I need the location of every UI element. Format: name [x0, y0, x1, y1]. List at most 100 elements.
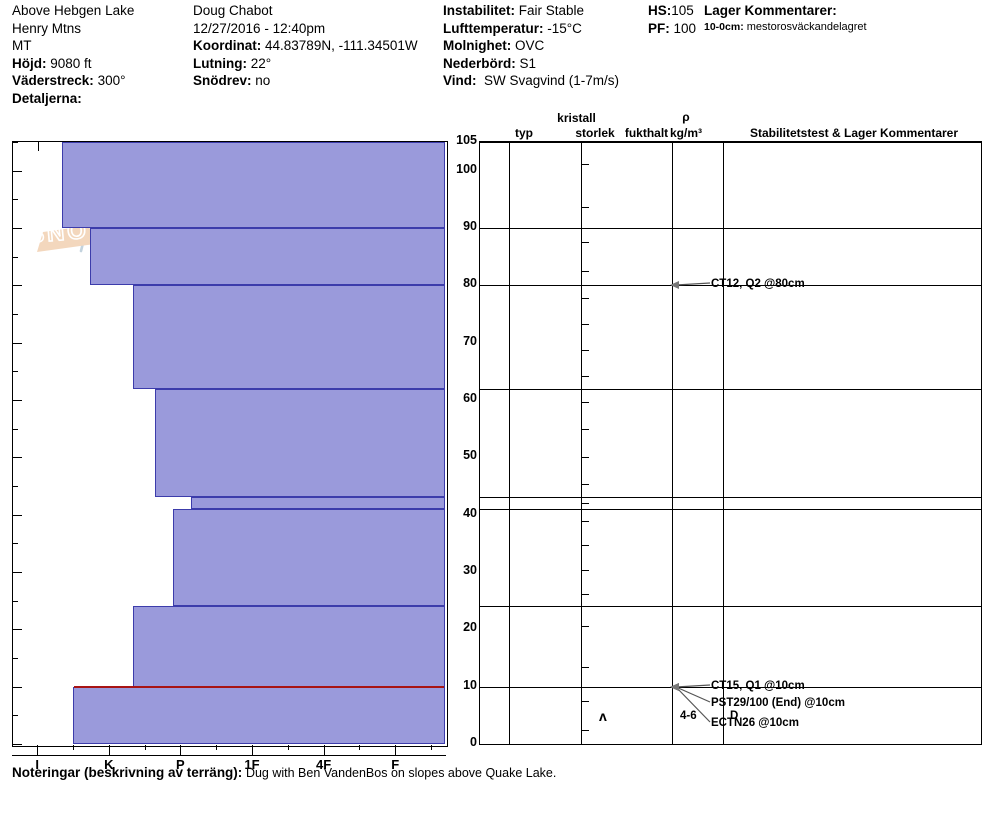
grain-marker-tick — [582, 521, 589, 523]
grain-marker-tick — [582, 503, 589, 505]
layer-boundary-line — [480, 508, 981, 510]
hs-value: 105 — [671, 3, 694, 18]
layer-bar[interactable] — [90, 228, 445, 286]
y-minor-tick — [13, 142, 18, 143]
header-row: Molnighet: OVC — [443, 37, 648, 55]
header-row: PF: 100 — [648, 20, 708, 38]
layer-boundary-line — [480, 388, 981, 390]
y-major-tick — [13, 342, 22, 344]
hardness-axis-baseline — [12, 755, 446, 756]
weak-layer-marker — [73, 685, 444, 688]
layer-boundary-line — [480, 285, 981, 287]
slope-value: 22° — [250, 55, 272, 71]
site-name: Above Hebgen Lake — [12, 3, 135, 18]
precipitation-label: Nederbörd: — [443, 55, 516, 71]
layer-bar[interactable] — [154, 388, 445, 498]
y-major-tick — [13, 457, 22, 459]
y-minor-tick — [13, 486, 18, 487]
header-row: Höjd: 9080 ft — [12, 55, 192, 73]
state-name: MT — [12, 38, 32, 54]
layer-boundary-line — [480, 686, 981, 688]
stability-test-label[interactable]: ECTN26 @10cm — [711, 716, 799, 729]
header-row: Väderstreck: 300° — [12, 72, 192, 90]
layer-bar[interactable] — [172, 508, 445, 607]
stability-test-pointer — [670, 682, 711, 723]
coordinate-value: 44.83789N, -111.34501W — [265, 38, 418, 54]
hardness-tick-label: K — [104, 757, 114, 772]
header-row: Instabilitet: Fair Stable — [443, 2, 648, 20]
instability-value: Fair Stable — [518, 3, 585, 18]
y-major-tick — [13, 228, 22, 229]
header-row: Lager Kommentarer: — [704, 2, 989, 20]
grain-marker-tick — [582, 163, 589, 165]
cloud-cover-label: Molnighet: — [443, 38, 512, 54]
instability-label: Instabilitet: — [443, 3, 516, 18]
x-major-tick — [38, 142, 40, 151]
stability-test-label[interactable]: CT12, Q2 @80cm — [711, 278, 805, 291]
grain-marker-tick — [582, 402, 589, 404]
air-temp-value: -15°C — [547, 20, 582, 36]
layer-comment-range: 10-0cm: — [704, 20, 744, 33]
blowing-snow-label: Snödrev: — [193, 73, 252, 89]
hs-label: HS: — [648, 3, 672, 18]
hardness-tick-label: 1F — [244, 757, 260, 772]
y-major-tick — [13, 285, 22, 287]
grain-marker-tick — [582, 569, 589, 571]
aspect-label: Väderstreck: — [12, 73, 94, 89]
header-column-weather: Instabilitet: Fair Stable Lufttemperatur… — [443, 2, 648, 90]
y-minor-tick — [13, 543, 18, 545]
depth-tick-label: 105 — [456, 133, 477, 147]
grain-type-symbol: ʌ — [599, 708, 607, 725]
stability-test-pointer — [670, 281, 711, 290]
layer-comment-text: mestorosväckandelagret — [746, 20, 867, 33]
grain-marker-tick — [582, 429, 589, 431]
cloud-cover-value: OVC — [515, 38, 545, 54]
grain-marker-tick — [582, 483, 589, 485]
table-column-divider — [581, 142, 582, 744]
header-row: Doug Chabot — [193, 2, 443, 20]
grain-marker-tick — [582, 701, 589, 702]
grain-marker-tick — [582, 666, 589, 668]
depth-tick-label: 60 — [463, 391, 477, 405]
y-major-tick — [13, 686, 22, 688]
hardness-minor-tick — [359, 745, 361, 750]
layer-comment-item: 10-0cm: mestorosväckandelagret — [704, 20, 989, 35]
layer-bar[interactable] — [133, 285, 445, 389]
grain-marker-tick — [582, 626, 589, 628]
table-column-divider — [672, 142, 673, 744]
notes-label: Noteringar (beskrivning av terräng): — [12, 765, 243, 780]
y-major-tick — [13, 629, 22, 631]
layer-bar[interactable] — [190, 497, 445, 509]
layer-boundary-line — [480, 606, 981, 608]
hardness-major-tick — [323, 745, 325, 756]
layer-bar[interactable] — [61, 142, 445, 228]
hardness-axis: I K P 1F 4F F — [12, 745, 458, 773]
stability-depth-tick — [663, 686, 671, 688]
terrain-notes: Noteringar (beskrivning av terräng): Dug… — [12, 765, 982, 780]
profile-header: Above Hebgen Lake Henry Mtns MT Höjd: 90… — [0, 0, 994, 118]
grain-marker-tick — [582, 545, 589, 547]
hardness-minor-tick — [287, 745, 289, 750]
blowing-snow-value: no — [255, 73, 271, 89]
y-minor-tick — [13, 199, 18, 201]
y-major-tick — [13, 744, 22, 745]
layer-bar[interactable] — [72, 686, 445, 744]
pf-value: 100 — [673, 20, 697, 36]
layer-comments-title: Lager Kommentarer: — [704, 3, 837, 18]
header-row: Henry Mtns — [12, 20, 192, 38]
header-row: Koordinat: 44.83789N, -111.34501W — [193, 37, 443, 55]
observation-datetime: 12/27/2016 - 12:40pm — [193, 20, 326, 36]
hardness-tick-label: I — [35, 757, 39, 772]
hardness-minor-tick — [431, 745, 432, 750]
header-row: HS:105 — [648, 2, 708, 20]
stability-test-label[interactable]: CT15, Q1 @10cm — [711, 679, 805, 692]
slope-label: Lutning: — [193, 55, 247, 71]
table-column-divider — [723, 142, 724, 744]
stability-test-label[interactable]: PST29/100 (End) @10cm — [711, 696, 845, 709]
y-minor-tick — [13, 428, 18, 430]
layer-bar[interactable] — [133, 606, 445, 687]
y-major-tick — [13, 170, 22, 172]
hardness-major-tick — [180, 745, 182, 756]
header-row: 12/27/2016 - 12:40pm — [193, 20, 443, 38]
elevation-label: Höjd: — [12, 55, 47, 71]
